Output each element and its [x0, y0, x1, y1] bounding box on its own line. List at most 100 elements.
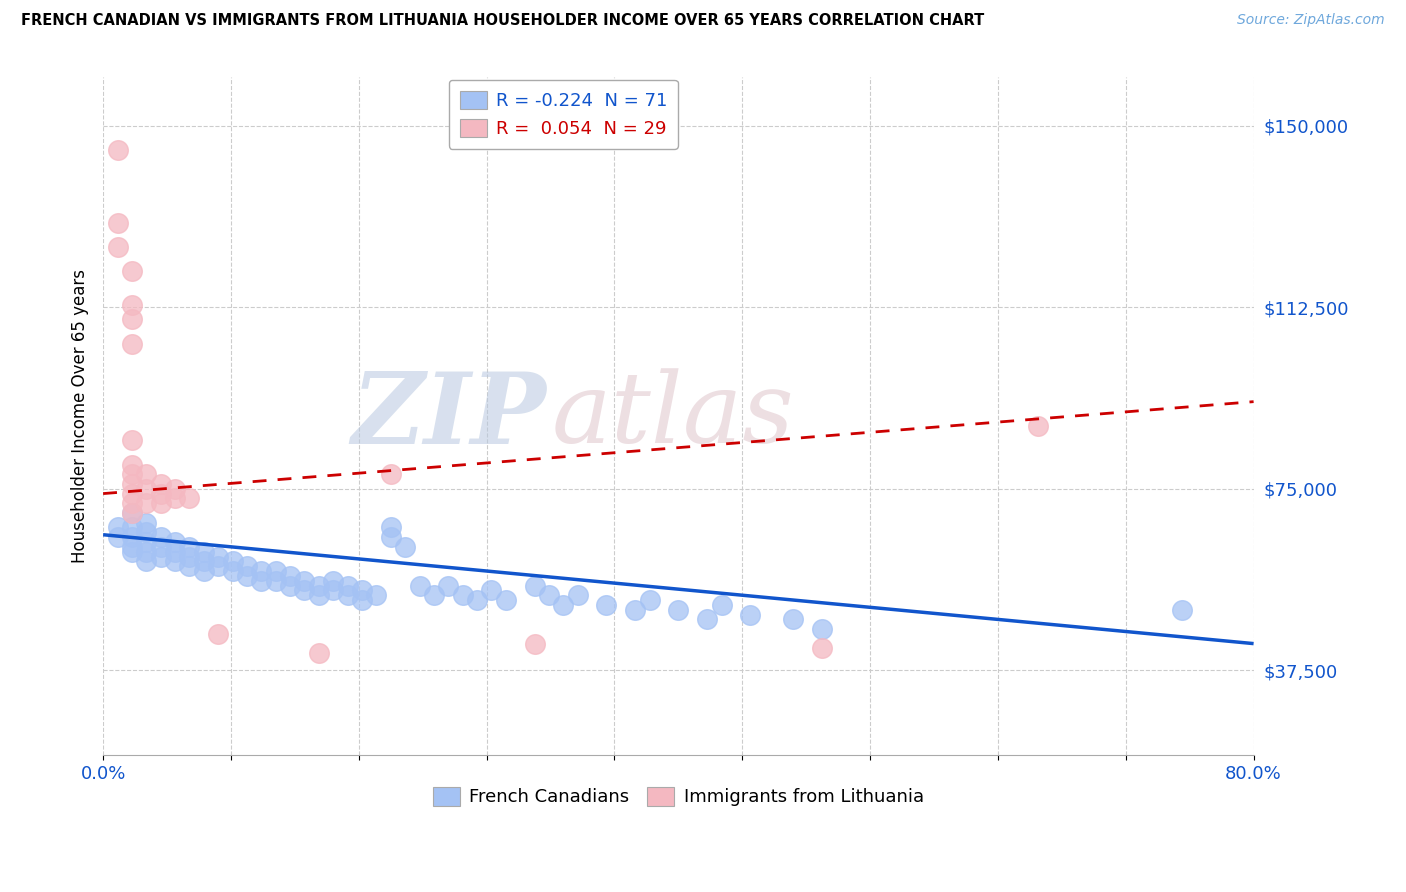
Point [811, 622, 834, 636]
Point [121, 477, 143, 491]
Point [135, 554, 157, 568]
Point [121, 336, 143, 351]
Point [121, 520, 143, 534]
Point [250, 564, 273, 578]
Point [1170, 603, 1192, 617]
Point [107, 520, 129, 534]
Point [308, 578, 330, 592]
Point [163, 535, 186, 549]
Point [394, 540, 416, 554]
Point [264, 574, 287, 588]
Point [135, 482, 157, 496]
Point [308, 646, 330, 660]
Point [107, 530, 129, 544]
Point [107, 143, 129, 157]
Point [121, 264, 143, 278]
Point [408, 578, 430, 592]
Point [135, 467, 157, 482]
Point [380, 467, 402, 482]
Point [179, 540, 201, 554]
Point [135, 496, 157, 510]
Point [121, 530, 143, 544]
Point [437, 578, 460, 592]
Point [179, 549, 201, 564]
Point [121, 458, 143, 472]
Point [149, 549, 172, 564]
Y-axis label: Householder Income Over 65 years: Householder Income Over 65 years [72, 269, 89, 563]
Point [350, 593, 373, 607]
Point [811, 641, 834, 656]
Point [121, 544, 143, 558]
Point [135, 525, 157, 540]
Text: Source: ZipAtlas.com: Source: ZipAtlas.com [1237, 13, 1385, 28]
Point [193, 564, 215, 578]
Point [523, 637, 546, 651]
Point [1026, 418, 1049, 433]
Point [380, 520, 402, 534]
Point [121, 298, 143, 312]
Point [710, 598, 733, 612]
Point [221, 554, 243, 568]
Point [163, 482, 186, 496]
Point [423, 588, 446, 602]
Point [121, 540, 143, 554]
Point [336, 588, 359, 602]
Point [121, 496, 143, 510]
Point [121, 506, 143, 520]
Point [193, 554, 215, 568]
Point [135, 535, 157, 549]
Point [366, 588, 388, 602]
Legend: French Canadians, Immigrants from Lithuania: French Canadians, Immigrants from Lithua… [426, 780, 931, 814]
Point [264, 564, 287, 578]
Point [322, 574, 344, 588]
Point [380, 530, 402, 544]
Point [121, 467, 143, 482]
Point [236, 559, 259, 574]
Point [179, 491, 201, 506]
Point [537, 588, 560, 602]
Point [294, 574, 316, 588]
Point [740, 607, 762, 622]
Point [595, 598, 617, 612]
Point [638, 593, 661, 607]
Point [135, 544, 157, 558]
Point [121, 506, 143, 520]
Point [107, 216, 129, 230]
Point [193, 544, 215, 558]
Point [149, 496, 172, 510]
Point [221, 564, 243, 578]
Text: FRENCH CANADIAN VS IMMIGRANTS FROM LITHUANIA HOUSEHOLDER INCOME OVER 65 YEARS CO: FRENCH CANADIAN VS IMMIGRANTS FROM LITHU… [21, 13, 984, 29]
Point [553, 598, 575, 612]
Point [782, 612, 804, 626]
Point [163, 554, 186, 568]
Point [149, 540, 172, 554]
Text: ZIP: ZIP [352, 368, 546, 465]
Point [163, 491, 186, 506]
Point [308, 588, 330, 602]
Point [696, 612, 718, 626]
Point [121, 312, 143, 326]
Point [149, 530, 172, 544]
Point [567, 588, 589, 602]
Point [495, 593, 517, 607]
Point [322, 583, 344, 598]
Point [336, 578, 359, 592]
Point [107, 240, 129, 254]
Point [121, 486, 143, 500]
Point [250, 574, 273, 588]
Point [294, 583, 316, 598]
Point [149, 486, 172, 500]
Point [135, 516, 157, 530]
Point [207, 549, 229, 564]
Point [207, 627, 229, 641]
Point [451, 588, 474, 602]
Point [350, 583, 373, 598]
Point [465, 593, 488, 607]
Point [207, 559, 229, 574]
Point [163, 544, 186, 558]
Point [481, 583, 503, 598]
Point [149, 477, 172, 491]
Text: atlas: atlas [551, 368, 794, 464]
Point [624, 603, 647, 617]
Point [236, 569, 259, 583]
